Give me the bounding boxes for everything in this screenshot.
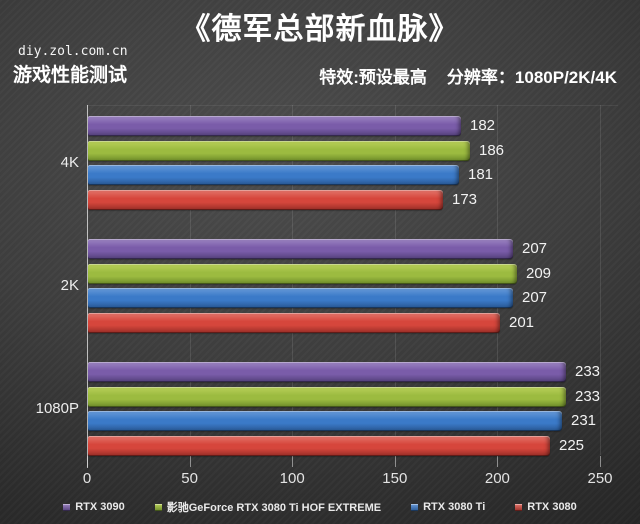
test-type-label: 游戏性能测试 bbox=[13, 65, 128, 86]
x-tick-label: 250 bbox=[587, 470, 613, 487]
bar-value-label: 233 bbox=[575, 387, 601, 405]
bar bbox=[88, 165, 459, 186]
bar bbox=[88, 435, 550, 456]
x-tick-label: 100 bbox=[279, 470, 305, 487]
page-title: 《德军总部新血脉》 bbox=[180, 13, 460, 46]
bar bbox=[88, 312, 500, 333]
x-tick-label: 0 bbox=[82, 470, 92, 487]
x-tick-label: 50 bbox=[181, 470, 198, 487]
bar bbox=[88, 189, 443, 210]
x-tick-mark bbox=[600, 456, 601, 467]
legend-item: 影驰GeForce RTX 3080 Ti HOF EXTREME bbox=[154, 499, 382, 515]
bar bbox=[88, 411, 562, 432]
legend-marker-icon bbox=[515, 503, 523, 511]
bar-value-label: 231 bbox=[571, 412, 597, 430]
site-watermark: diy.zol.com.cn bbox=[18, 44, 128, 59]
gridline bbox=[600, 105, 601, 455]
x-tick-mark bbox=[394, 456, 396, 467]
legend-item: RTX 3080 bbox=[515, 501, 577, 513]
x-tick-mark bbox=[292, 456, 294, 467]
bar-value-label: 182 bbox=[470, 117, 496, 134]
resolution-label: 分辨率：1080P/2K/4K bbox=[446, 68, 617, 87]
bar bbox=[88, 288, 513, 309]
bar-value-label: 209 bbox=[526, 264, 552, 282]
x-tick-mark bbox=[189, 456, 191, 467]
bar bbox=[88, 140, 470, 161]
bar bbox=[88, 239, 513, 259]
bar-value-label: 173 bbox=[452, 190, 478, 208]
settings-label: 特效:预设最高 bbox=[319, 68, 427, 87]
bar bbox=[88, 116, 461, 136]
x-tick-label: 150 bbox=[382, 470, 408, 487]
legend-label: RTX 3080 Ti bbox=[423, 501, 486, 513]
test-settings: 特效:预设最高 分辨率：1080P/2K/4K bbox=[319, 63, 617, 88]
bar-value-label: 225 bbox=[559, 436, 585, 454]
legend-item: RTX 3080 Ti bbox=[411, 501, 485, 513]
chart-legend: RTX 3090 影驰GeForce RTX 3080 Ti HOF EXTREM… bbox=[0, 499, 640, 515]
category-label: 2K bbox=[60, 276, 79, 294]
legend-marker-icon bbox=[63, 503, 71, 511]
x-tick-mark bbox=[497, 456, 499, 467]
y-axis-line bbox=[87, 105, 88, 468]
bar bbox=[88, 263, 517, 284]
bar bbox=[88, 362, 566, 382]
legend-marker-icon bbox=[411, 503, 419, 511]
plot-top-border bbox=[87, 105, 618, 106]
x-tick-mark bbox=[87, 456, 88, 467]
legend-item: RTX 3090 bbox=[63, 501, 125, 513]
bar-value-label: 181 bbox=[468, 166, 494, 184]
legend-marker-icon bbox=[154, 503, 162, 511]
bar-value-label: 186 bbox=[479, 141, 505, 159]
bar-value-label: 233 bbox=[575, 363, 601, 380]
legend-label: RTX 3080 bbox=[527, 501, 577, 513]
bar bbox=[88, 386, 566, 407]
category-label: 4K bbox=[60, 153, 79, 171]
category-label: 1080P bbox=[35, 399, 79, 417]
legend-label: 影驰GeForce RTX 3080 Ti HOF EXTREME bbox=[166, 502, 382, 514]
bar-value-label: 201 bbox=[509, 313, 535, 331]
legend-label: RTX 3090 bbox=[75, 501, 125, 513]
bar-value-label: 207 bbox=[522, 289, 548, 307]
x-tick-label: 200 bbox=[484, 470, 510, 487]
bar-value-label: 207 bbox=[522, 240, 548, 257]
